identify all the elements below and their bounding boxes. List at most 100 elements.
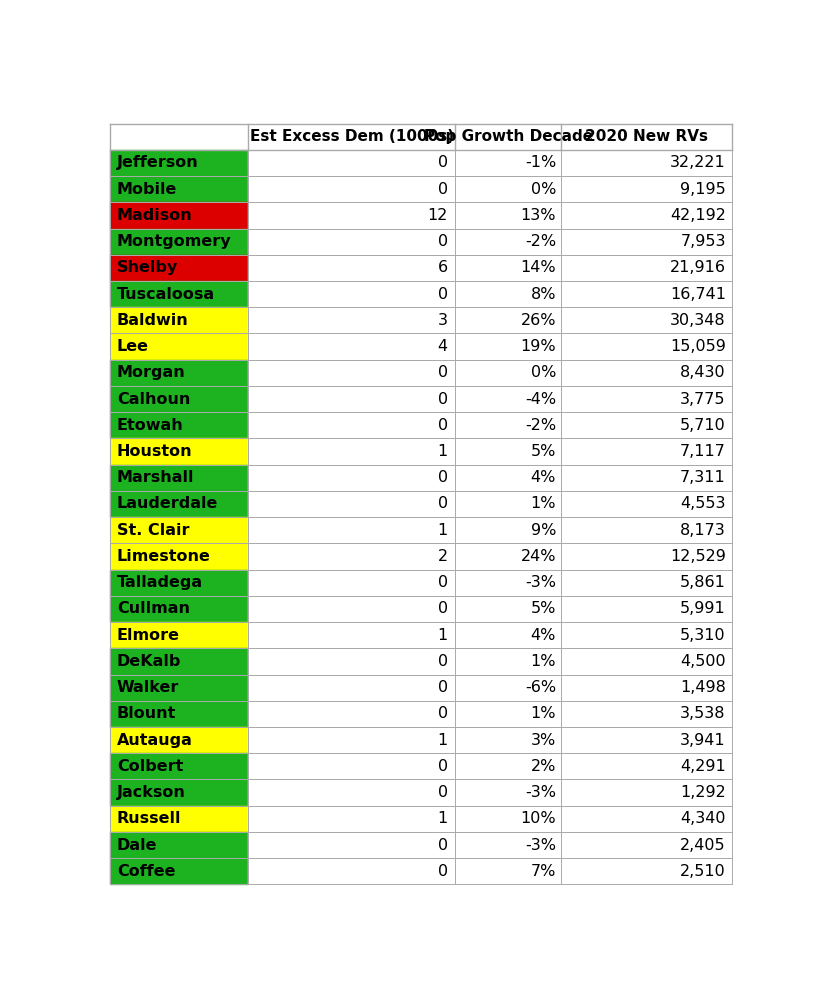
Text: 0: 0	[437, 863, 448, 879]
Bar	[110, 124, 732, 150]
Bar	[561, 858, 732, 884]
Text: 7,953: 7,953	[681, 235, 726, 250]
Text: Marshall: Marshall	[117, 470, 194, 485]
Text: Madison: Madison	[117, 208, 192, 223]
Text: Coffee: Coffee	[117, 863, 175, 879]
Bar	[455, 805, 561, 832]
Bar	[248, 675, 455, 701]
Text: -2%: -2%	[525, 235, 556, 250]
Text: Walker: Walker	[117, 680, 179, 696]
Bar	[561, 465, 732, 491]
Text: 3: 3	[438, 312, 448, 328]
Bar	[110, 596, 248, 622]
Bar	[110, 570, 248, 596]
Text: Mobile: Mobile	[117, 182, 177, 197]
Text: 16,741: 16,741	[670, 286, 726, 301]
Text: Autauga: Autauga	[117, 733, 192, 748]
Text: 0: 0	[437, 391, 448, 406]
Bar	[248, 176, 455, 203]
Text: 8,430: 8,430	[680, 365, 726, 380]
Bar	[110, 150, 248, 176]
Text: 2: 2	[437, 549, 448, 564]
Text: 0: 0	[437, 182, 448, 197]
Text: Est Excess Dem (1000s): Est Excess Dem (1000s)	[250, 129, 454, 145]
Bar	[110, 622, 248, 649]
Bar	[455, 307, 561, 333]
Bar	[248, 254, 455, 281]
Bar	[561, 307, 732, 333]
Bar	[561, 203, 732, 229]
Text: 0: 0	[437, 680, 448, 696]
Bar	[110, 832, 248, 858]
Bar	[248, 229, 455, 254]
Text: 0: 0	[437, 496, 448, 512]
Text: Morgan: Morgan	[117, 365, 186, 380]
Text: Colbert: Colbert	[117, 758, 183, 773]
Text: 0: 0	[437, 654, 448, 669]
Bar	[455, 596, 561, 622]
Text: Limestone: Limestone	[117, 549, 210, 564]
Bar	[248, 622, 455, 649]
Text: Calhoun: Calhoun	[117, 391, 190, 406]
Bar	[455, 176, 561, 203]
Text: 0: 0	[437, 758, 448, 773]
Bar	[561, 412, 732, 438]
Bar	[248, 465, 455, 491]
Text: 3,941: 3,941	[680, 733, 726, 748]
Text: 7%: 7%	[531, 863, 556, 879]
Text: Montgomery: Montgomery	[117, 235, 231, 250]
Text: Tuscaloosa: Tuscaloosa	[117, 286, 215, 301]
Text: 14%: 14%	[520, 260, 556, 275]
Bar	[561, 596, 732, 622]
Bar	[561, 622, 732, 649]
Bar	[248, 543, 455, 570]
Bar	[455, 779, 561, 805]
Text: 0%: 0%	[531, 365, 556, 380]
Bar	[248, 333, 455, 359]
Text: 4,340: 4,340	[681, 811, 726, 826]
Bar	[455, 543, 561, 570]
Bar	[248, 491, 455, 517]
Text: 1: 1	[437, 523, 448, 538]
Text: -1%: -1%	[524, 156, 556, 171]
Text: Elmore: Elmore	[117, 628, 180, 643]
Text: 32,221: 32,221	[670, 156, 726, 171]
Bar	[561, 333, 732, 359]
Bar	[455, 753, 561, 779]
Text: 0: 0	[437, 365, 448, 380]
Bar	[561, 753, 732, 779]
Bar	[110, 517, 248, 543]
Bar	[248, 570, 455, 596]
Bar	[455, 203, 561, 229]
Bar	[110, 805, 248, 832]
Text: Lee: Lee	[117, 339, 149, 354]
Bar	[110, 307, 248, 333]
Text: 3%: 3%	[531, 733, 556, 748]
Text: 5,861: 5,861	[680, 575, 726, 590]
Bar	[248, 438, 455, 465]
Text: Houston: Houston	[117, 444, 192, 459]
Text: 5%: 5%	[531, 444, 556, 459]
Text: 2,510: 2,510	[680, 863, 726, 879]
Text: 0: 0	[437, 785, 448, 800]
Text: 4%: 4%	[531, 628, 556, 643]
Text: 4: 4	[437, 339, 448, 354]
Bar	[248, 805, 455, 832]
Text: 7,117: 7,117	[680, 444, 726, 459]
Text: 10%: 10%	[520, 811, 556, 826]
Bar	[248, 412, 455, 438]
Text: 1,292: 1,292	[680, 785, 726, 800]
Bar	[561, 675, 732, 701]
Text: 2020 New RVs: 2020 New RVs	[585, 129, 709, 145]
Bar	[110, 753, 248, 779]
Text: Etowah: Etowah	[117, 418, 183, 433]
Bar	[110, 333, 248, 359]
Text: 12,529: 12,529	[670, 549, 726, 564]
Bar	[248, 832, 455, 858]
Bar	[561, 281, 732, 307]
Bar	[455, 622, 561, 649]
Bar	[561, 491, 732, 517]
Text: 1: 1	[437, 733, 448, 748]
Text: 4%: 4%	[531, 470, 556, 485]
Bar	[248, 701, 455, 727]
